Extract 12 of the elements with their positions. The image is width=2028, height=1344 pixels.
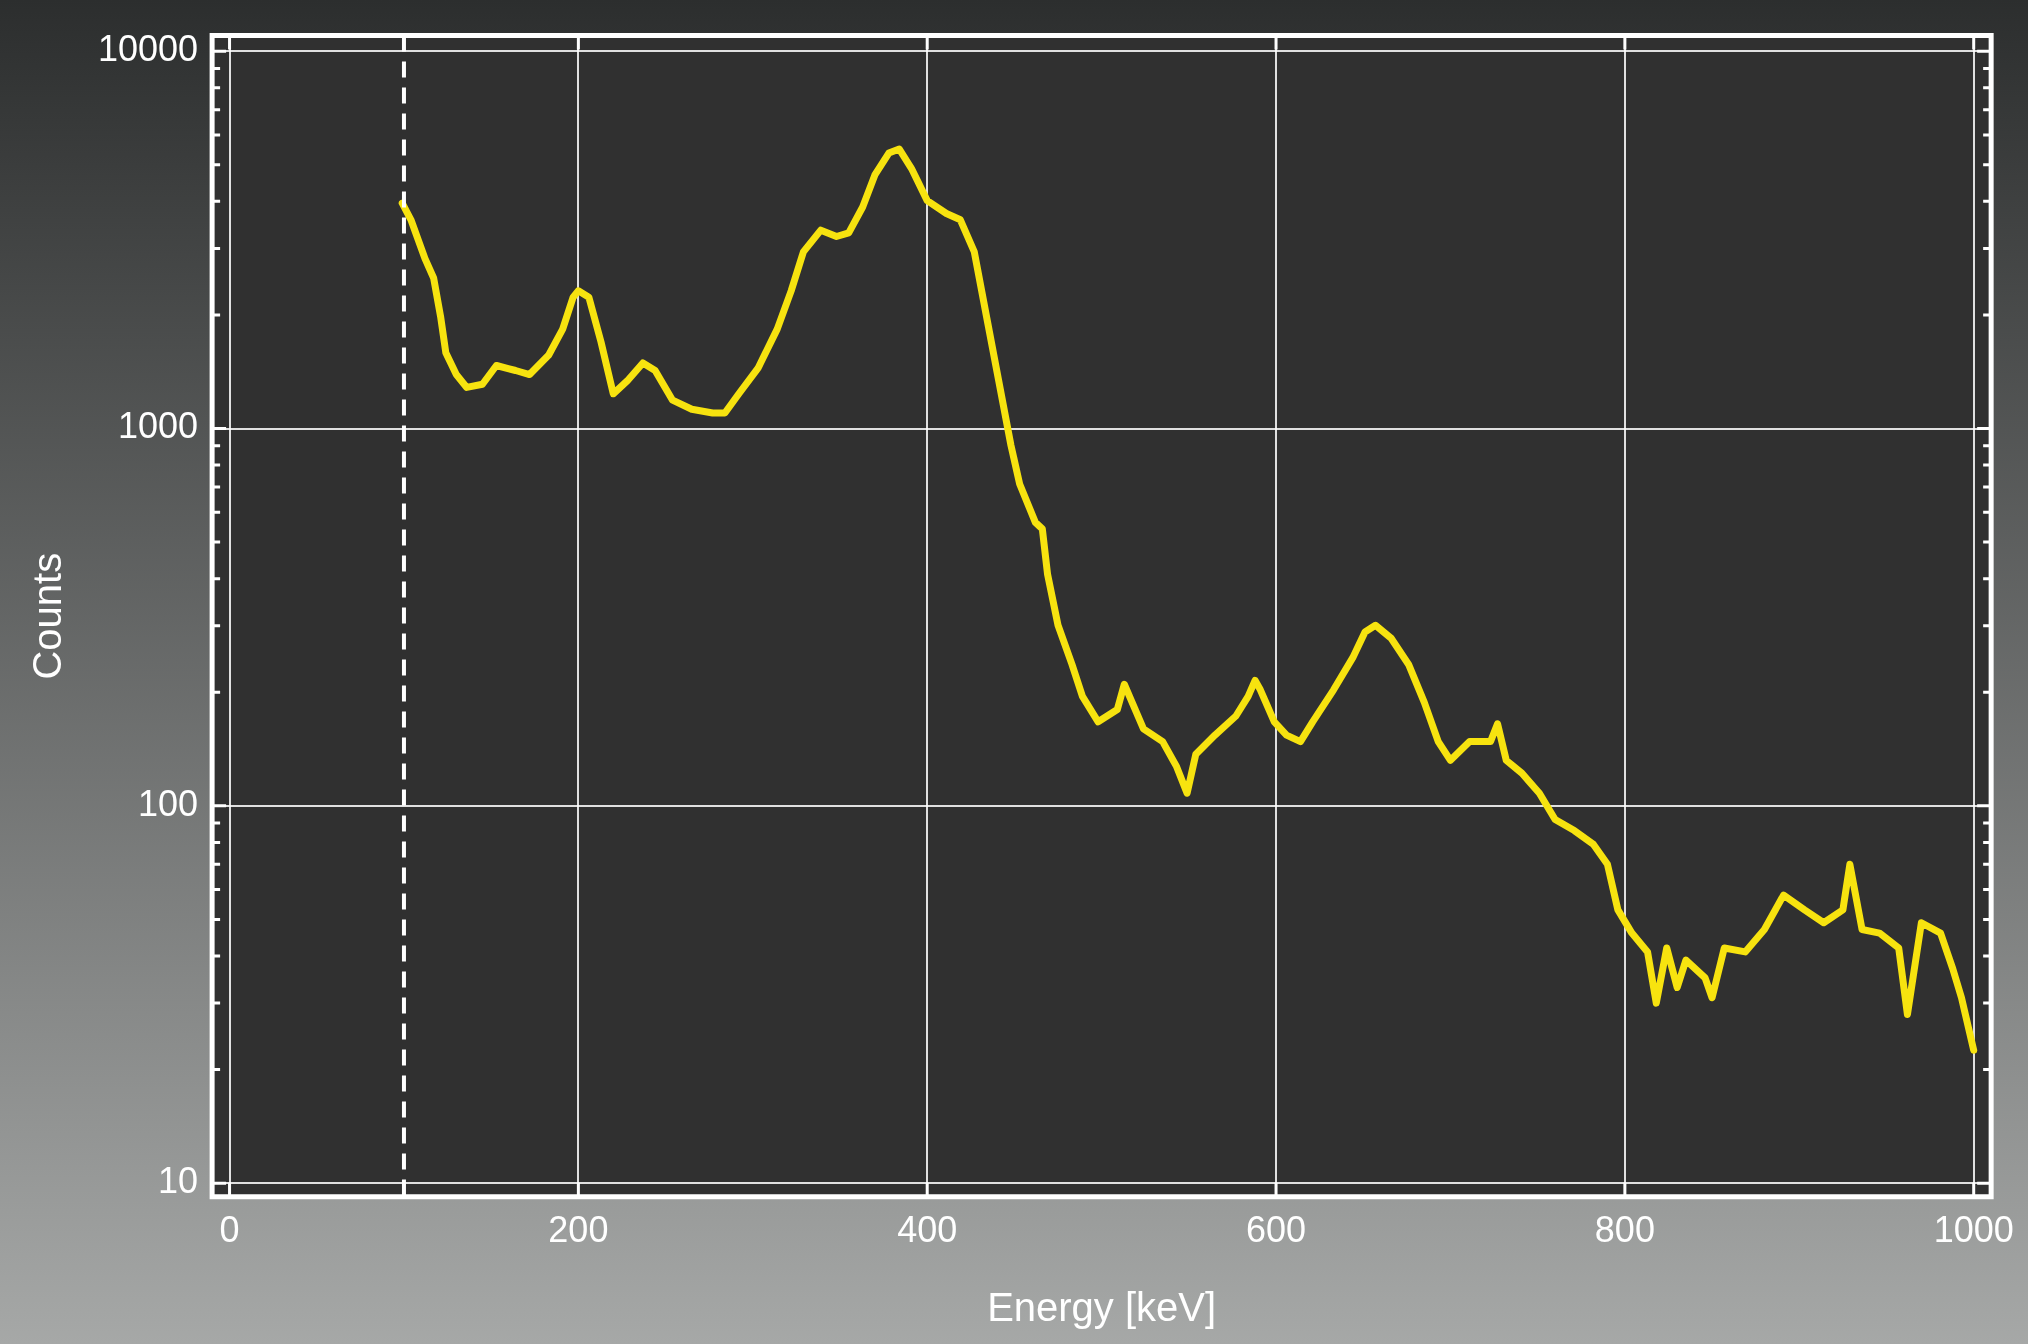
x-tick-label: 1000 — [1933, 1209, 2014, 1251]
x-axis-title: Energy [keV] — [987, 1285, 1217, 1330]
x-tick-label: 400 — [897, 1209, 958, 1251]
y-tick-label: 100 — [138, 782, 199, 824]
x-tick-label: 800 — [1594, 1209, 1655, 1251]
y-tick-label: 10 — [158, 1160, 199, 1202]
y-tick-label: 10000 — [98, 28, 199, 70]
x-tick-label: 600 — [1246, 1209, 1307, 1251]
x-tick-label: 200 — [548, 1209, 609, 1251]
x-tick-label: 0 — [219, 1209, 240, 1251]
y-tick-label: 1000 — [118, 405, 199, 447]
y-axis-title: Counts — [25, 552, 70, 680]
